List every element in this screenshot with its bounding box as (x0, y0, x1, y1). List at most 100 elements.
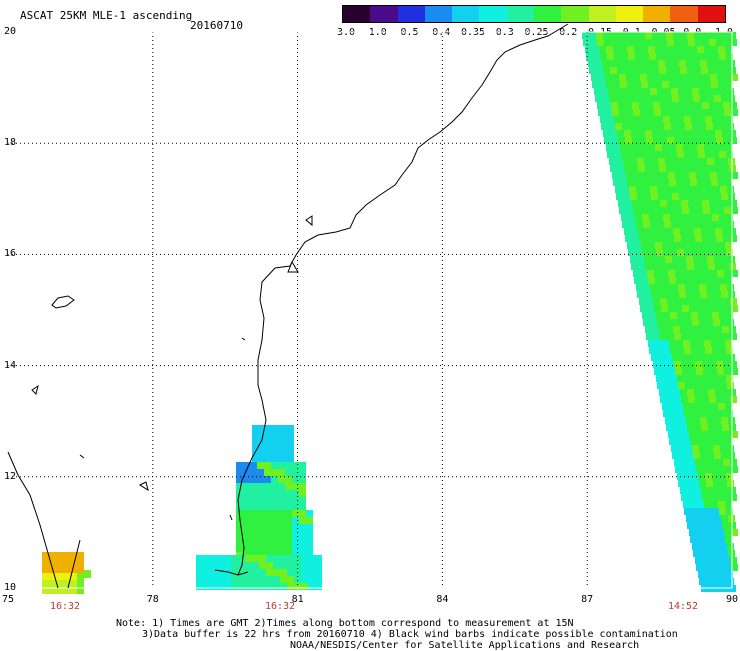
wind-cell (730, 137, 737, 144)
wind-cell (670, 249, 677, 256)
wind-cell (718, 46, 725, 53)
longitude-label: 84 (436, 594, 449, 605)
wind-cell (257, 462, 264, 469)
wind-cell (724, 305, 731, 312)
wind-cell (278, 531, 285, 538)
wind-cell (671, 319, 678, 326)
wind-cell (264, 504, 271, 511)
wind-cell (618, 39, 625, 46)
wind-cell (250, 483, 257, 490)
wind-cell (627, 144, 634, 151)
wind-cell (637, 256, 644, 263)
wind-cell (670, 410, 677, 417)
wind-cell (714, 193, 721, 200)
wind-cell (264, 483, 271, 490)
wind-cell (665, 158, 672, 165)
wind-cell (648, 81, 655, 88)
wind-cell (675, 466, 682, 473)
wind-cell (264, 462, 271, 469)
wind-cell (243, 483, 250, 490)
wind-cell (723, 298, 730, 305)
wind-cell (250, 462, 257, 469)
wind-cell (676, 403, 683, 410)
wind-cell (677, 249, 684, 256)
wind-cell (606, 46, 613, 53)
wind-cell (658, 291, 665, 298)
wind-cell (601, 88, 608, 95)
wind-cell (636, 123, 643, 130)
wind-cell (723, 459, 730, 466)
wind-cell (250, 531, 257, 538)
wind-cell (196, 583, 203, 590)
wind-cell (603, 67, 610, 74)
wind-cell (645, 67, 652, 74)
wind-cell (679, 60, 686, 67)
wind-cell (617, 130, 624, 137)
wind-cell (686, 256, 693, 263)
wind-cell (271, 531, 278, 538)
wind-cell (301, 576, 308, 583)
wind-cell (651, 291, 658, 298)
wind-cell (719, 410, 726, 417)
wind-cell (664, 284, 671, 291)
wind-cell (680, 326, 687, 333)
wind-cell (306, 510, 313, 517)
wind-cell (699, 221, 706, 228)
wind-cell (719, 53, 726, 60)
wind-cell (273, 583, 280, 590)
wind-cell (712, 347, 719, 354)
wind-cell (687, 165, 694, 172)
wind-cell (585, 46, 592, 53)
wind-cell (656, 249, 663, 256)
wind-cell (677, 116, 684, 123)
wind-cell (639, 235, 646, 242)
wind-cell (689, 207, 696, 214)
wind-cell (654, 172, 661, 179)
wind-cell (662, 340, 669, 347)
latitude-label: 10 (4, 582, 17, 593)
wind-cell (711, 242, 718, 249)
wind-cell (643, 123, 650, 130)
wind-cell (677, 53, 684, 60)
wind-cell (649, 249, 656, 256)
wind-cell (664, 319, 671, 326)
wind-cell (245, 576, 252, 583)
wind-cell (725, 501, 732, 508)
wind-cell (717, 109, 724, 116)
wind-cell (655, 81, 662, 88)
wind-cell (612, 109, 619, 116)
wind-cell (731, 109, 738, 116)
wind-cell (70, 587, 77, 594)
wind-cell (595, 60, 602, 67)
longitude-label: 90 (725, 594, 739, 605)
wind-cell (709, 333, 716, 340)
wind-cell (597, 102, 604, 109)
wind-cell (653, 361, 660, 368)
wind-cell (63, 587, 70, 594)
wind-cell (689, 529, 696, 536)
wind-cell (624, 130, 631, 137)
wind-cell (669, 438, 676, 445)
wind-cell (612, 74, 619, 81)
wind-cell (692, 543, 699, 550)
wind-cell (725, 242, 732, 249)
wind-cell (708, 326, 715, 333)
wind-cell (646, 39, 653, 46)
wind-cell (730, 333, 737, 340)
wind-cell (731, 466, 738, 473)
wind-cell (650, 284, 657, 291)
wind-cell (622, 221, 629, 228)
wind-cell (664, 221, 671, 228)
wind-cell (731, 431, 738, 438)
wind-cell (690, 242, 697, 249)
wind-cell (673, 326, 680, 333)
wind-cell (688, 333, 695, 340)
wind-cell (236, 538, 243, 545)
wind-cell (692, 186, 699, 193)
wind-cell (717, 368, 724, 375)
wind-cell (651, 158, 658, 165)
wind-cell (708, 424, 715, 431)
wind-cell (299, 504, 306, 511)
wind-cell (663, 214, 670, 221)
wind-cell (730, 102, 737, 109)
